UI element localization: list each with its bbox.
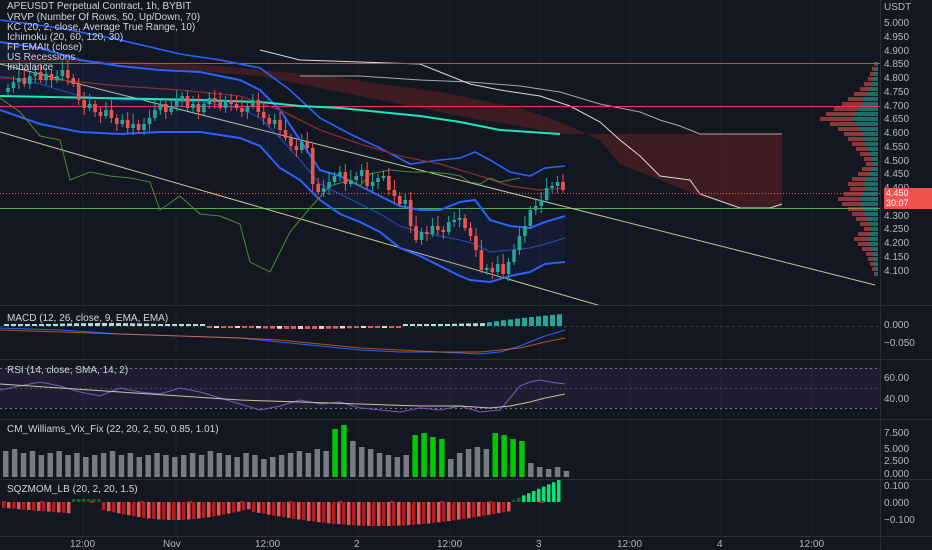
time-tick: 4 — [717, 539, 723, 550]
price-tick: 4.250 — [884, 224, 910, 236]
price-tick: 4.700 — [884, 100, 910, 112]
indicator-imbalance[interactable]: Imbalance — [7, 62, 54, 73]
symbol-title[interactable]: APEUSDT Perpetual Contract, 1h, BYBIT — [7, 1, 192, 12]
price-tick: 4.850 — [884, 59, 910, 71]
price-tick: 4.550 — [884, 141, 910, 153]
indicator-recessions[interactable]: US Recessions — [7, 52, 76, 63]
price-tick: 4.150 — [884, 251, 910, 263]
keltner-fill — [0, 42, 565, 282]
vix-tick: 5.000 — [884, 444, 910, 455]
time-tick: 12:00 — [617, 539, 643, 550]
trendline-bottom — [0, 131, 600, 305]
sqz-tick: −0.100 — [884, 515, 915, 526]
time-tick: 12:00 — [70, 539, 96, 550]
indicator-ema[interactable]: FF EMAIt (close) — [7, 42, 83, 53]
time-tick: 12:00 — [799, 539, 825, 550]
sqz-tick: 0.000 — [884, 498, 910, 509]
indicator-kc[interactable]: KC (20, 2, close, Average True Range, 10… — [7, 22, 196, 33]
rsi-label[interactable]: RSI (14, close, SMA, 14, 2) — [7, 365, 129, 376]
ema-red — [0, 77, 566, 191]
price-tick: 5.000 — [884, 18, 910, 29]
macd-line — [0, 327, 566, 355]
candlesticks — [6, 60, 565, 281]
time-tick: Nov — [163, 539, 181, 550]
trendline-top — [0, 63, 876, 286]
macd-tick: 0.000 — [884, 320, 910, 331]
ichimoku-span-b — [300, 75, 782, 135]
price-tick: 4.600 — [884, 128, 910, 139]
keltner-lower — [0, 109, 566, 284]
rsi-tick: 60.00 — [884, 373, 910, 384]
vix-tick: 0.000 — [884, 469, 910, 480]
vix-tick: 2.500 — [884, 456, 910, 467]
price-tick: 4.950 — [884, 31, 910, 43]
price-tick: 4.900 — [884, 45, 910, 57]
time-tick: 2 — [354, 539, 360, 550]
macd-label[interactable]: MACD (12, 26, close, 9, EMA, EMA) — [7, 313, 169, 324]
price-tick: 4.650 — [884, 114, 910, 126]
volume-profile — [820, 62, 878, 276]
vix-histogram — [3, 425, 570, 477]
macd-tick: −0.050 — [884, 338, 915, 349]
indicator-ichimoku[interactable]: Ichimoku (20, 60, 120, 30) — [7, 32, 124, 43]
candle-timer-tag: 30:07 — [884, 198, 932, 209]
keltner-upper-2 — [0, 19, 566, 177]
time-tick: 3 — [536, 539, 542, 550]
currency-label: USDT — [884, 2, 912, 13]
time-tick: 12:00 — [437, 539, 463, 550]
squeeze-histogram — [2, 480, 561, 526]
rsi-tick: 40.00 — [884, 394, 910, 405]
vix-tick: 7.500 — [884, 428, 910, 439]
sqz-tick: 0.100 — [884, 481, 910, 492]
indicator-vrvp[interactable]: VRVP (Number Of Rows, 50, Up/Down, 70) — [7, 12, 201, 23]
price-tick: 4.200 — [884, 238, 910, 249]
rsi-sma — [0, 383, 566, 409]
price-tick: 4.100 — [884, 265, 910, 277]
last-price-tag: 4.450 — [884, 188, 932, 199]
ichimoku-cloud — [0, 60, 782, 208]
price-tick: 4.800 — [884, 73, 910, 84]
macd-histogram — [4, 314, 562, 329]
price-tick: 4.750 — [884, 86, 910, 98]
sqz-label[interactable]: SQZMOM_LB (20, 2, 20, 1.5) — [7, 484, 138, 495]
macd-signal — [0, 329, 566, 353]
time-tick: 12:00 — [255, 539, 281, 550]
price-tick: 4.300 — [884, 210, 910, 222]
chikou-line — [0, 97, 521, 273]
vix-label[interactable]: CM_Williams_Vix_Fix (22, 20, 2, 50, 0.85… — [7, 424, 219, 435]
price-tick: 4.450 — [884, 169, 910, 181]
price-tick: 4.500 — [884, 155, 910, 167]
